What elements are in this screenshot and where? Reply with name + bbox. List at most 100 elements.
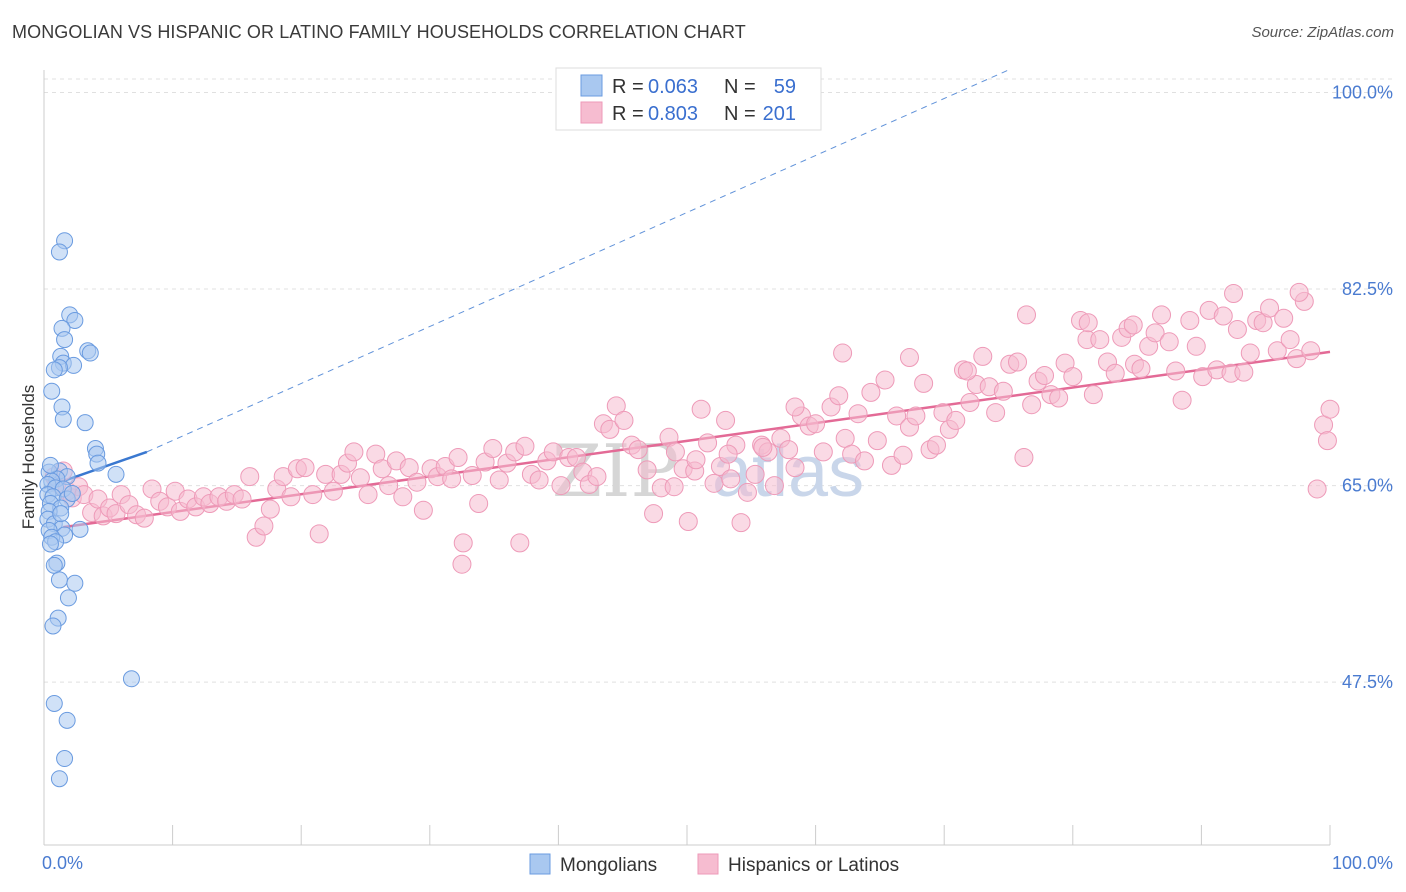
hispanic-point <box>1078 313 1098 333</box>
hispanic-point <box>1049 388 1069 408</box>
mongolian-point <box>56 750 74 768</box>
hispanic-point <box>489 470 509 490</box>
legend-box: R = 0.063 N = 59 R = 0.803 N = 201 <box>555 67 822 131</box>
hispanic-point <box>1014 448 1034 467</box>
hispanic-point <box>551 476 571 496</box>
hispanic-point <box>637 460 657 480</box>
mongolian-point <box>41 535 59 553</box>
mongolian-point <box>63 484 81 502</box>
mongolian-trend-extension <box>146 69 1009 453</box>
mongolian-point <box>50 243 68 261</box>
hispanic-point <box>829 386 849 406</box>
hispanic-point <box>399 458 419 478</box>
hispanic-point <box>281 487 301 507</box>
hispanic-point <box>806 414 826 434</box>
hispanic-point <box>1035 366 1055 386</box>
legend-n-value: 59 <box>774 76 796 98</box>
mongolian-point <box>66 311 84 329</box>
hispanic-point <box>1260 298 1280 318</box>
hispanic-point <box>1320 399 1340 419</box>
hispanic-point <box>628 440 648 460</box>
hispanic-point <box>1274 308 1294 328</box>
hispanic-point <box>1186 336 1206 356</box>
mongolian-point <box>58 711 76 729</box>
hispanic-point <box>260 499 280 519</box>
grid-layer <box>44 78 1393 683</box>
hispanic-point <box>587 467 607 487</box>
hispanic-point <box>1234 362 1254 382</box>
y-tick-label: 47.5% <box>1342 672 1393 692</box>
hispanic-point <box>1172 390 1192 410</box>
hispanic-point <box>785 458 805 478</box>
hispanic-point <box>704 473 724 493</box>
hispanic-point <box>1180 310 1200 330</box>
hispanic-point <box>1301 341 1321 361</box>
hispanic-point <box>1224 284 1244 304</box>
hispanic-point <box>721 469 741 489</box>
hispanic-point <box>303 485 323 505</box>
mongolian-point <box>54 410 72 428</box>
hispanic-point <box>861 382 881 402</box>
hispanic-point <box>510 533 530 553</box>
hispanic-point <box>606 396 626 416</box>
hispanic-point <box>469 494 489 514</box>
hispanic-point <box>1123 315 1143 335</box>
mongolian-point <box>50 571 68 589</box>
mongolian-point <box>45 556 63 574</box>
chart-title: MONGOLIAN VS HISPANIC OR LATINO FAMILY H… <box>12 22 746 42</box>
hispanic-point <box>1240 343 1260 363</box>
y-tick-label: 82.5% <box>1342 279 1393 299</box>
hispanic-point <box>875 370 895 390</box>
hispanic-point <box>854 451 874 471</box>
legend-r-value: 0.063 <box>648 76 698 98</box>
hispanic-point <box>1227 319 1247 339</box>
hispanic-point <box>867 431 887 451</box>
hispanic-point <box>1083 385 1103 405</box>
hispanic-point <box>393 487 413 507</box>
hispanic-point <box>785 397 805 417</box>
hispanic-point <box>600 419 620 439</box>
hispanic-point <box>813 442 833 462</box>
hispanic-point <box>614 410 634 430</box>
hispanic-point <box>946 410 966 430</box>
mongolian-point <box>89 454 107 472</box>
hispanic-point <box>462 465 482 485</box>
hispanic-point <box>295 458 315 478</box>
hispanic-point <box>698 433 718 453</box>
hispanic-point <box>1131 359 1151 379</box>
hispanic-point <box>344 442 364 462</box>
hispanic-point <box>718 444 738 464</box>
hispanic-point <box>442 469 462 489</box>
bottom-legend-swatch-blue <box>529 853 551 875</box>
hispanic-point <box>1022 395 1042 415</box>
hispanic-point <box>309 524 329 544</box>
hispanic-point <box>986 403 1006 423</box>
hispanic-point <box>764 476 784 496</box>
mongolian-point <box>81 344 99 362</box>
legend-r-label: R = <box>612 103 644 125</box>
hispanic-point <box>529 470 549 490</box>
hispanic-point <box>350 468 370 488</box>
hispanic-point <box>686 450 706 470</box>
hispanic-point <box>993 381 1013 401</box>
mongolian-point <box>107 465 125 483</box>
x-tick-label-min: 0.0% <box>42 853 83 873</box>
hispanic-point <box>644 504 664 524</box>
hispanic-point <box>1090 330 1110 350</box>
hispanic-point <box>745 464 765 484</box>
bottom-legend-hispanics: Hispanics or Latinos <box>728 855 899 876</box>
watermark-zip: ZIP <box>552 429 679 513</box>
mongolian-point <box>122 670 140 688</box>
y-tick-label: 65.0% <box>1342 476 1393 496</box>
hispanic-point <box>240 467 260 487</box>
hispanic-point <box>379 476 399 496</box>
hispanic-point <box>1166 361 1186 381</box>
hispanic-point <box>1307 479 1327 499</box>
y-axis-title: Family Households <box>19 385 38 530</box>
hispanic-point <box>893 445 913 465</box>
bottom-legend: Mongolians Hispanics or Latinos <box>529 853 899 876</box>
legend-r-value: 0.803 <box>648 103 698 125</box>
mongolian-point <box>50 770 68 788</box>
hispanic-point <box>1008 352 1028 372</box>
